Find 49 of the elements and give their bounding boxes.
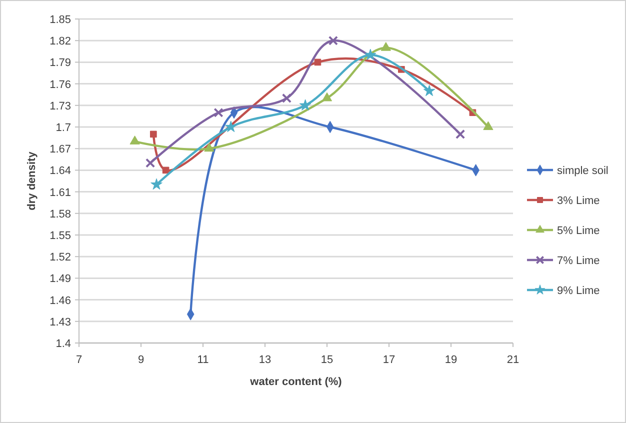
x-tick-label: 17 [382, 354, 396, 366]
y-tick-label: 1.52 [50, 252, 71, 264]
point [364, 48, 376, 60]
y-tick-label: 1.4 [56, 338, 71, 350]
x-tick-label: 15 [320, 354, 334, 366]
y-tick-label: 1.67 [50, 144, 71, 156]
x-tick-label: 7 [76, 354, 82, 366]
point [322, 92, 332, 102]
point [483, 121, 494, 130]
point [162, 166, 170, 174]
y-tick-label: 1.49 [50, 273, 71, 286]
x-tick-label: 19 [444, 354, 458, 366]
point [423, 84, 436, 96]
point [224, 120, 237, 132]
y-tick-label: 1.64 [50, 165, 71, 178]
legend-label: 9% Lime [557, 285, 600, 297]
point [282, 93, 292, 104]
x-tick-label: 21 [506, 354, 520, 366]
y-tick-label: 1.58 [50, 208, 71, 220]
point [299, 99, 312, 110]
x-tick-label: 11 [197, 354, 209, 366]
point [150, 130, 157, 138]
y-tick-label: 1.82 [50, 36, 71, 48]
x-tick-label: 9 [138, 354, 144, 366]
point [145, 158, 156, 168]
y-tick-label: 1.85 [50, 14, 71, 26]
point [150, 178, 162, 190]
point [214, 108, 224, 118]
point [328, 36, 338, 46]
y-tick-label: 1.7 [56, 122, 71, 134]
point [204, 142, 214, 152]
y-tick-label: 1.43 [50, 316, 71, 328]
point [380, 42, 391, 51]
x-axis-title: water content (%) [249, 376, 342, 388]
y-tick-label: 1.73 [50, 100, 71, 112]
y-tick-label: 1.76 [50, 78, 71, 91]
legend-label: 5% Lime [557, 225, 600, 237]
point [314, 58, 322, 66]
legend-label: 7% Lime [557, 255, 600, 267]
point [130, 136, 140, 144]
x-tick-label: 13 [258, 354, 272, 366]
y-tick-label: 1.61 [50, 186, 71, 199]
y-tick-label: 1.55 [50, 230, 71, 242]
legend-label: simple soil [557, 165, 608, 177]
y-tick-label: 1.79 [50, 57, 71, 70]
y-tick-label: 1.46 [50, 294, 71, 307]
point [455, 129, 466, 140]
y-axis-title: dry density [26, 150, 38, 210]
legend-label: 3% Lime [557, 195, 600, 207]
